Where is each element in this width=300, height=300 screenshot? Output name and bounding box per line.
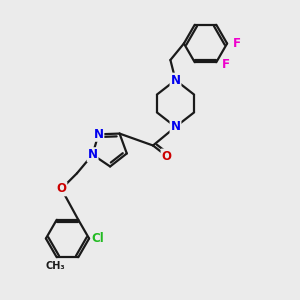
- Text: CH₃: CH₃: [45, 261, 65, 271]
- Text: N: N: [170, 120, 181, 134]
- Text: F: F: [222, 58, 230, 71]
- Text: N: N: [170, 74, 181, 87]
- Text: F: F: [233, 37, 241, 50]
- Text: N: N: [93, 128, 103, 141]
- Text: N: N: [88, 148, 98, 161]
- Text: O: O: [56, 182, 66, 195]
- Text: Cl: Cl: [92, 232, 104, 245]
- Text: O: O: [161, 149, 172, 163]
